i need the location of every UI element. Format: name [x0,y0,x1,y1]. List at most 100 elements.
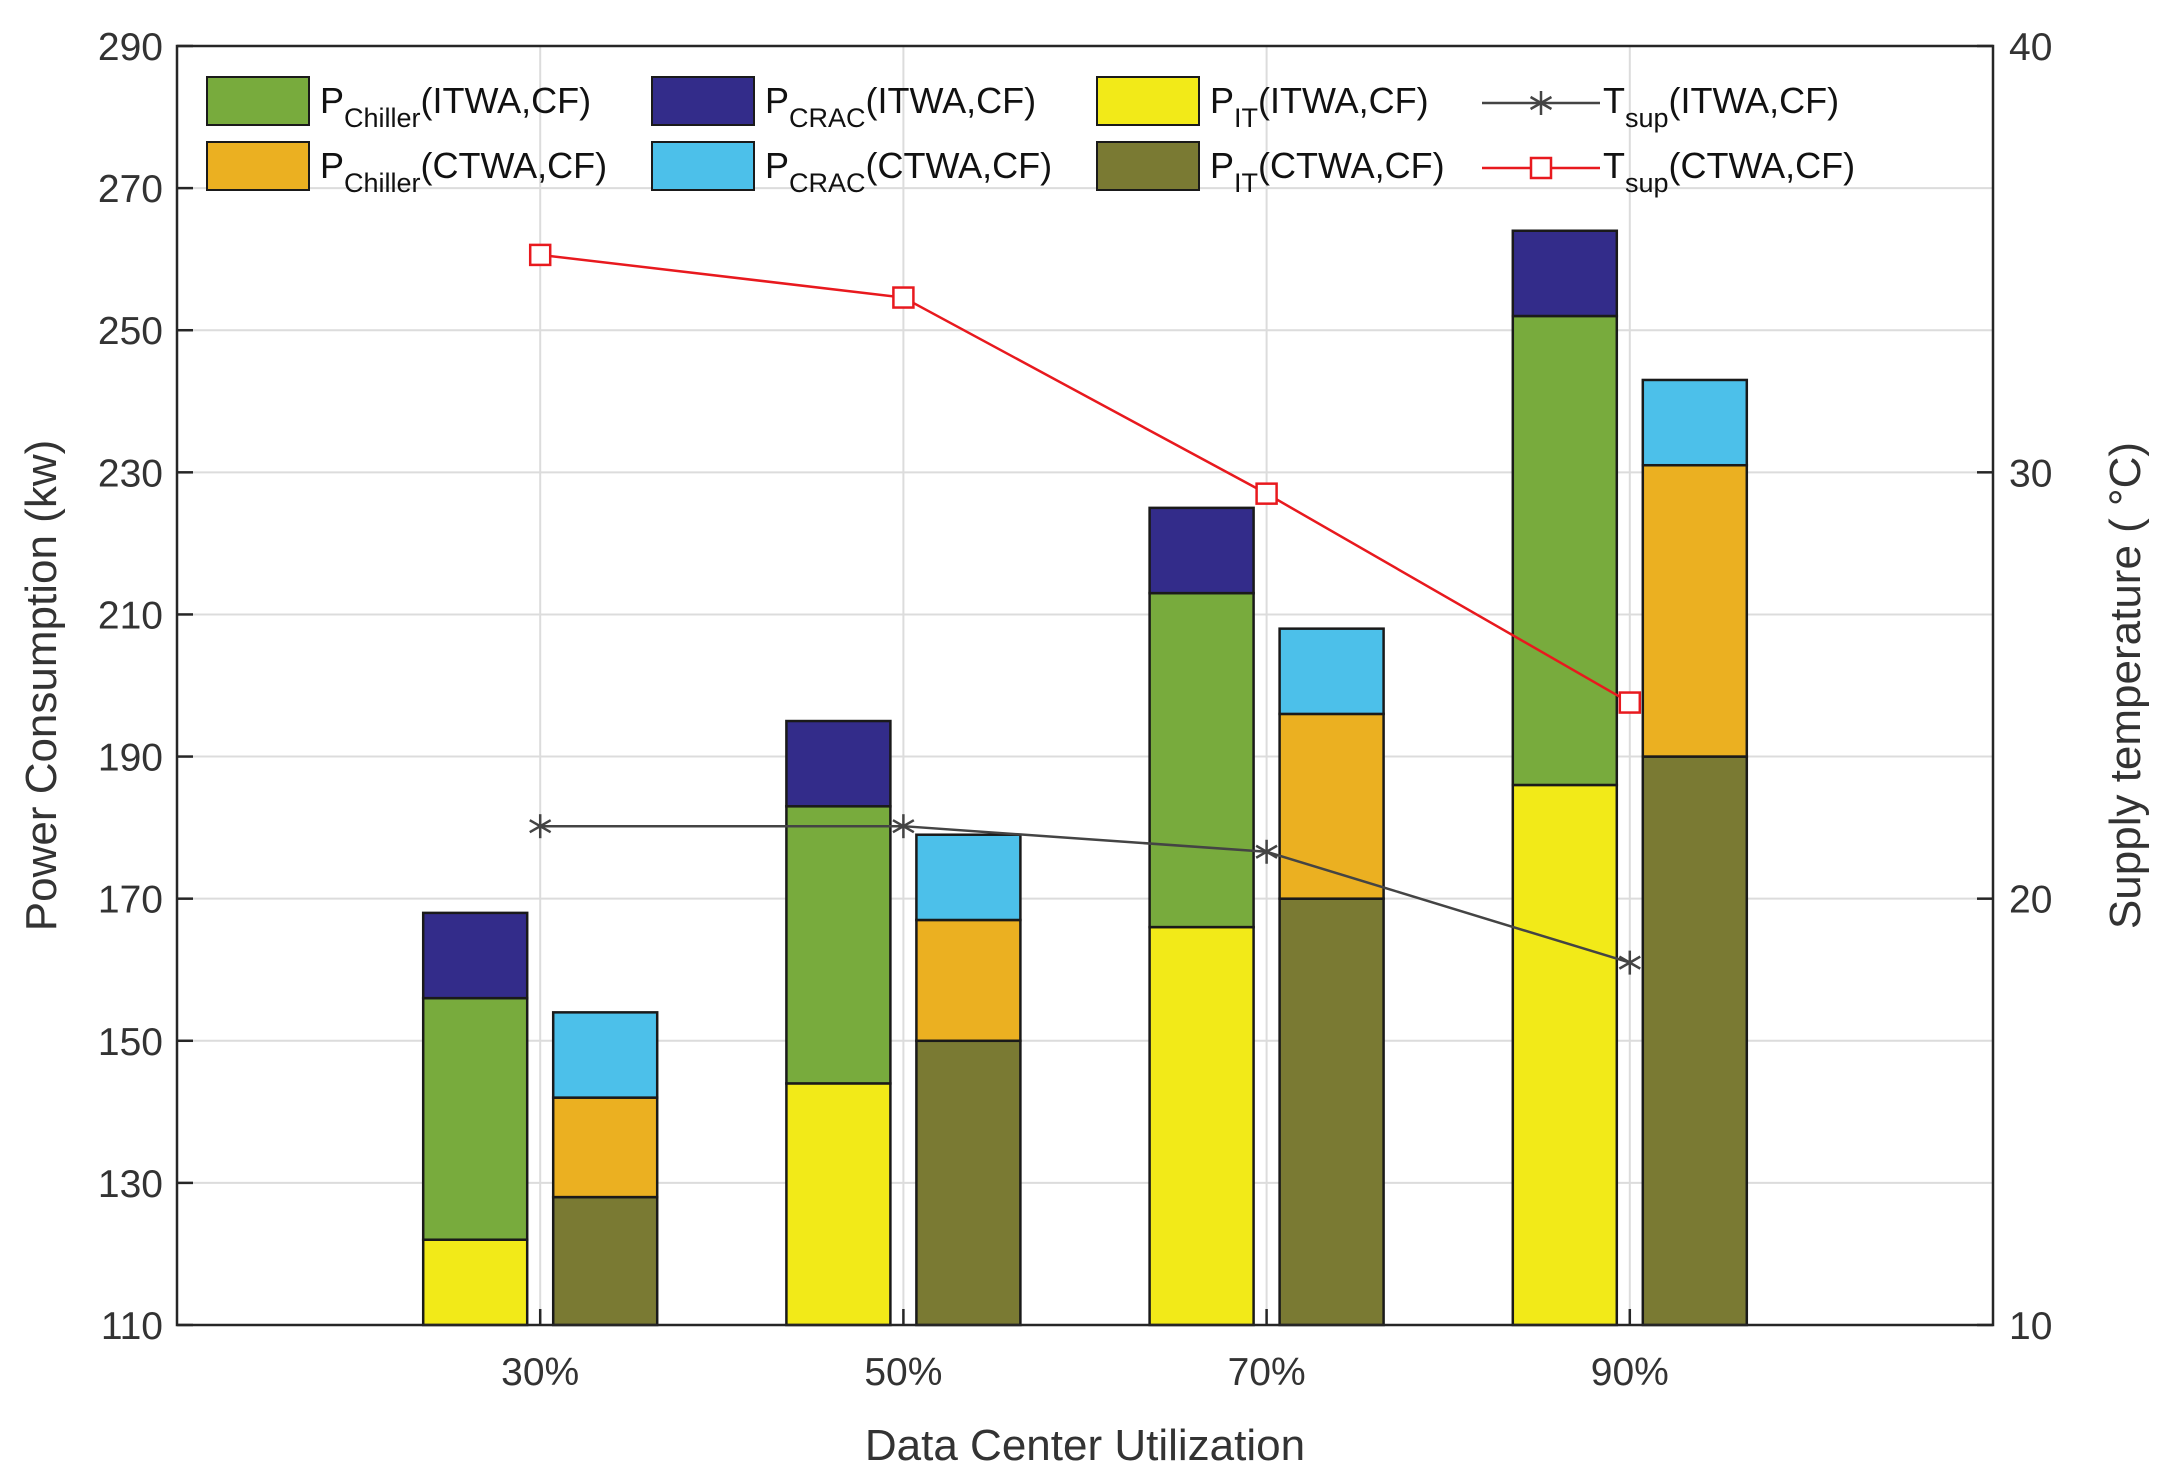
legend-label-subscript: sup [1625,103,1669,133]
legend-label-subscript: Chiller [344,103,421,133]
y-tick-label: 290 [98,26,163,69]
asterisk-stroke [1529,95,1553,111]
legend-label: PChiller(CTWA,CF) [320,145,607,198]
bar-p-chiller-ctwa-cf [551,1096,659,1199]
t-sup-itwa-cf-marker [892,814,915,839]
legend-label: PCRAC(ITWA,CF) [765,80,1036,133]
bar-p-crac-itwa-cf [1511,229,1619,318]
y2-tick-label: 20 [2009,879,2052,922]
bar-p-it-ctwa-cf [1641,755,1749,1327]
bar-p-it-itwa-cf [421,1238,529,1327]
legend-entry: Tsup(ITWA,CF) [1482,80,1839,133]
legend-entry: PChiller(CTWA,CF) [206,141,607,198]
bar-p-chiller-itwa-cf [421,996,529,1241]
x-tick-label: 90% [1591,1351,1669,1394]
legend-label: Tsup(CTWA,CF) [1603,145,1855,198]
x-tick-label: 50% [864,1351,942,1394]
y-axis-label: Power Consumption (kw) [17,440,66,932]
bar-p-chiller-ctwa-cf [915,918,1022,1043]
legend-swatch [651,141,755,191]
legend-swatch [651,76,755,126]
y-tick-label: 270 [98,168,163,211]
legend-entry: Tsup(CTWA,CF) [1482,145,1855,198]
legend: PChiller(ITWA,CF) PCRAC(ITWA,CF) PIT(ITWA,… [206,76,1855,198]
legend-label-tail: (CTWA,CF) [1258,145,1445,186]
asterisk-stroke [1255,844,1278,859]
y-tick-label: 250 [98,310,163,353]
legend-label-subscript: IT [1234,168,1258,198]
legend-label-subscript: Chiller [344,168,421,198]
y-tick-label: 230 [98,452,163,495]
legend-label-main: P [320,80,344,121]
bar-p-it-itwa-cf [785,1082,892,1327]
legend-label-tail: (CTWA,CF) [1669,145,1856,186]
legend-label-subscript: CRAC [789,103,866,133]
plot-frame [175,44,1995,1327]
legend-swatch [1096,76,1200,126]
t-sup-itwa-cf-marker [1618,950,1641,975]
legend-swatch [206,76,310,126]
x-axis-label: Data Center Utilization [865,1421,1305,1470]
legend-label-subscript: IT [1234,103,1258,133]
x-tick-label: 70% [1228,1351,1306,1394]
asterisk-stroke [1618,955,1641,970]
bar-p-chiller-itwa-cf [1511,314,1619,787]
y2-tick-label: 10 [2009,1305,2052,1348]
asterisk-stroke [892,819,915,834]
legend-label-main: T [1603,145,1625,186]
legend-label: PIT(CTWA,CF) [1210,145,1445,198]
legend-label: Tsup(ITWA,CF) [1603,80,1839,133]
asterisk-stroke [529,819,552,834]
bar-p-crac-itwa-cf [785,719,892,808]
legend-label-main: T [1603,80,1625,121]
t-sup-ctwa-cf-marker [528,243,552,267]
legend-label-main: P [765,145,789,186]
axes: 110 130 150 170 190 210 230 250 270 290 10 20 30 40 30… [98,26,2052,1394]
x-tick-label: 30% [501,1351,579,1394]
t-sup-itwa-cf-line [540,824,1631,964]
y-tick-label: 190 [98,737,163,780]
bar-p-chiller-ctwa-cf [1278,712,1385,900]
bar-series [421,229,1749,1327]
legend-label-main: P [1210,80,1234,121]
bar-p-crac-itwa-cf [1148,506,1255,595]
y2-tick-label: 40 [2009,26,2052,69]
legend-label-tail: (CTWA,CF) [421,145,608,186]
legend-label-tail: (ITWA,CF) [421,80,592,121]
legend-label-tail: (ITWA,CF) [866,80,1037,121]
legend-label-tail: (ITWA,CF) [1258,80,1429,121]
bar-p-it-ctwa-cf [915,1039,1022,1327]
line-series [528,243,1642,975]
legend-label: PCRAC(CTWA,CF) [765,145,1052,198]
legend-label-main: P [320,145,344,186]
y-tick-label: 110 [101,1305,163,1348]
bar-p-crac-ctwa-cf [1641,378,1749,467]
y2-tick-label: 30 [2009,452,2052,495]
legend-swatch [206,141,310,191]
bar-p-it-ctwa-cf [551,1195,659,1327]
legend-label-main: P [1210,145,1234,186]
legend-label-subscript: sup [1625,168,1669,198]
t-sup-ctwa-cf-line [540,253,1631,704]
y-tick-label: 130 [98,1163,163,1206]
bar-p-chiller-ctwa-cf [1641,463,1749,758]
legend-entry: PCRAC(CTWA,CF) [651,141,1052,198]
bar-p-crac-ctwa-cf [1278,627,1385,716]
bar-p-it-itwa-cf [1511,783,1619,1327]
bar-p-it-ctwa-cf [1278,897,1385,1327]
legend-entry: PCRAC(ITWA,CF) [651,76,1036,133]
legend-asterisk-marker [1529,91,1553,115]
legend-label-main: P [765,80,789,121]
legend-square-marker [1529,156,1553,180]
legend-label-subscript: CRAC [789,168,866,198]
t-sup-ctwa-cf-marker [892,286,915,309]
legend-label-tail: (ITWA,CF) [1669,80,1840,121]
bar-p-crac-ctwa-cf [915,833,1022,922]
legend-label: PChiller(ITWA,CF) [320,80,591,133]
t-sup-ctwa-cf-marker [1255,482,1278,505]
t-sup-itwa-cf-marker [1255,839,1278,864]
legend-entry: PIT(ITWA,CF) [1096,76,1429,133]
y-tick-label: 210 [98,594,163,637]
y-tick-label: 170 [98,879,163,922]
